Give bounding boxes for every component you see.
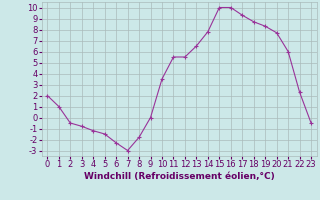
X-axis label: Windchill (Refroidissement éolien,°C): Windchill (Refroidissement éolien,°C) (84, 172, 275, 181)
